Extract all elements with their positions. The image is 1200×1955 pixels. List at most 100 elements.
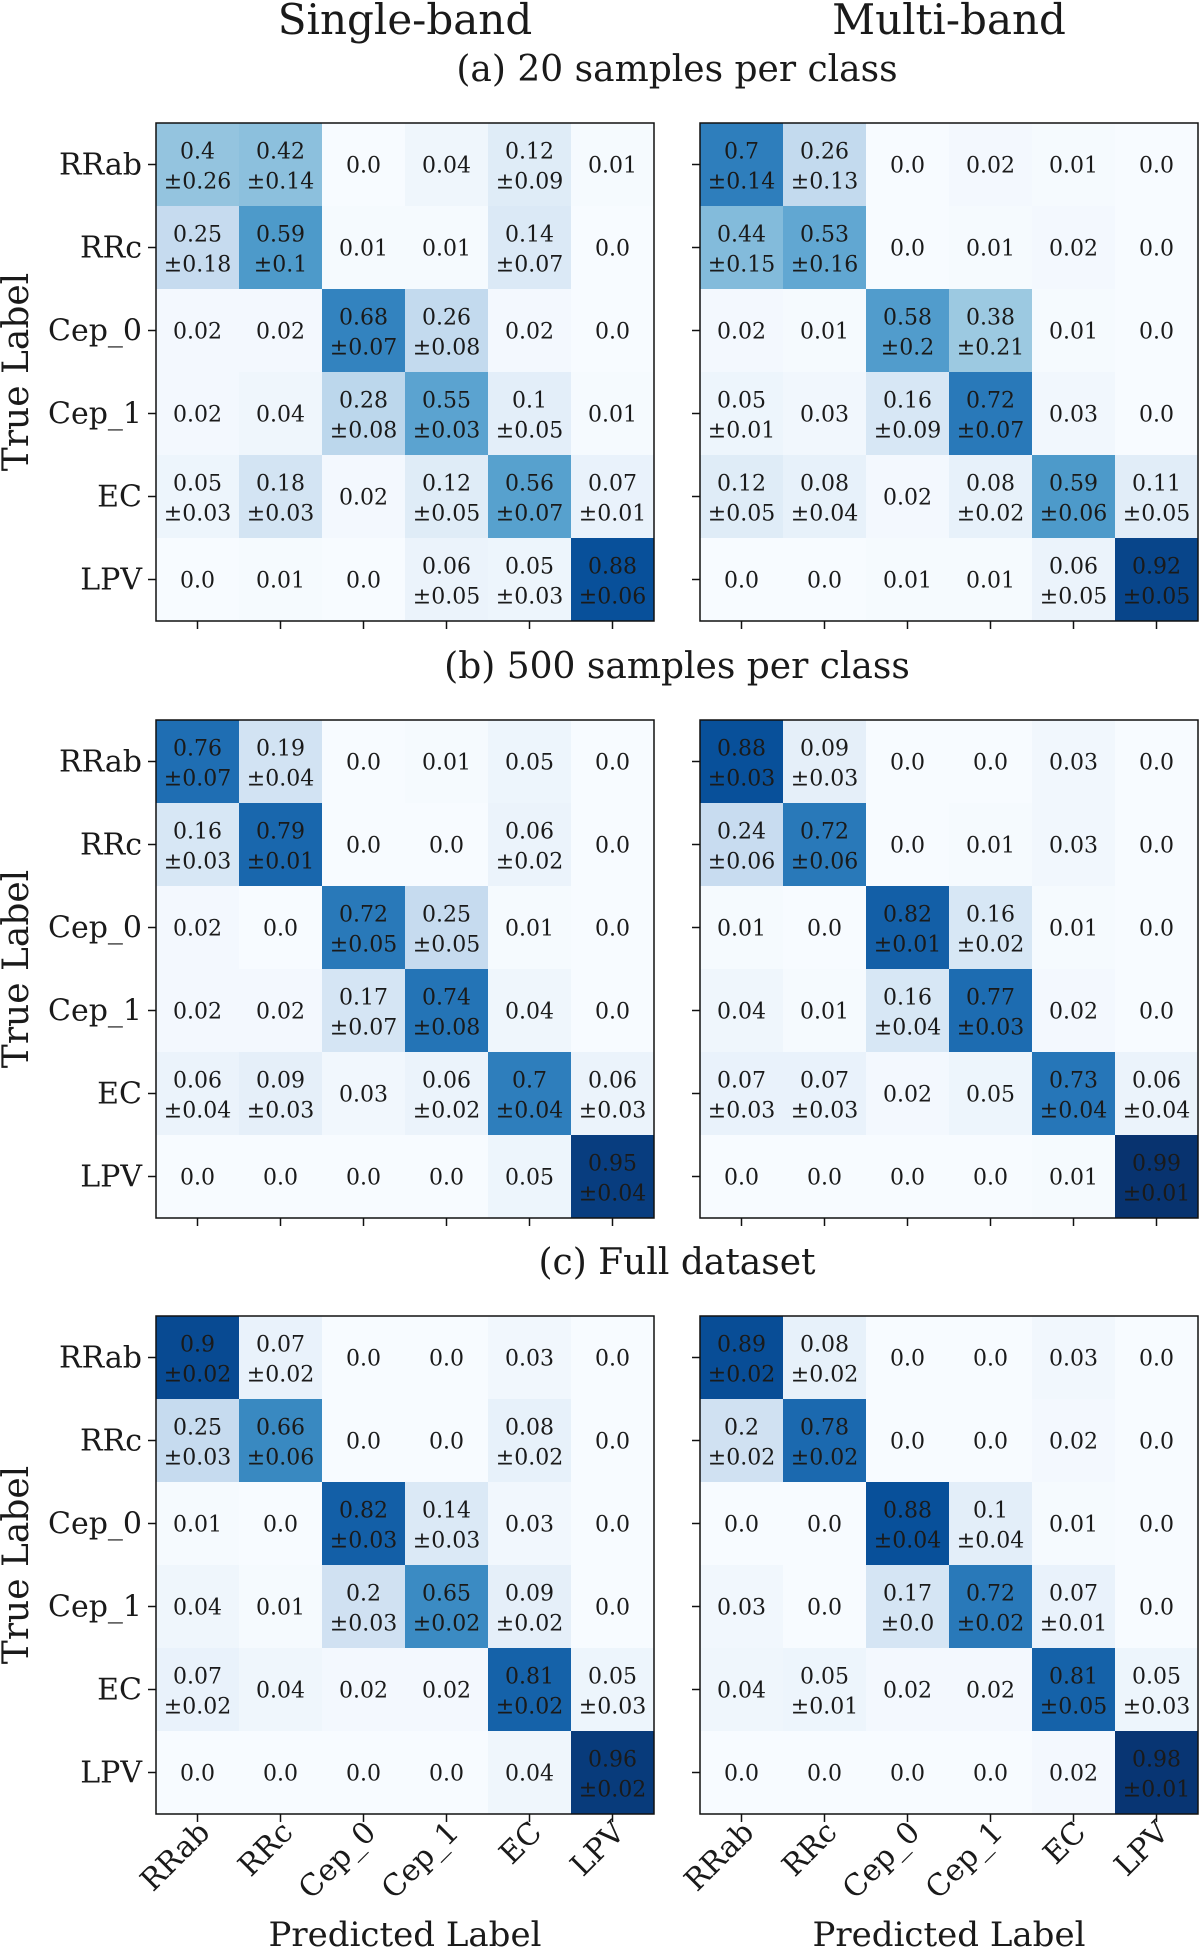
x-tick-label-multi-band-5: LPV (1108, 1814, 1177, 1883)
cell-2-multi-band-2-2 (866, 1482, 949, 1565)
cell-value-0-multi-band-0-2: 0.0 (890, 154, 925, 179)
cell-value-2-multi-band-5-0: 0.0 (724, 1762, 759, 1787)
cell-error-0-multi-band-4-4: ±0.06 (1040, 502, 1107, 527)
cell-error-1-single-band-4-3: ±0.02 (413, 1099, 480, 1124)
cell-value-2-multi-band-1-4: 0.02 (1049, 1430, 1098, 1455)
y-tick-label-0-0: RRab (59, 148, 142, 183)
cell-1-single-band-0-5 (571, 720, 654, 803)
cell-error-0-single-band-2-3: ±0.08 (413, 336, 480, 361)
cell-value-2-multi-band-4-4: 0.81 (1049, 1665, 1098, 1690)
cell-0-multi-band-1-0 (700, 206, 783, 289)
x-axis-label-multi-band: Predicted Label (813, 1915, 1086, 1955)
cell-value-1-multi-band-2-1: 0.0 (807, 917, 842, 942)
cell-value-1-single-band-4-3: 0.06 (422, 1069, 471, 1094)
cell-value-2-single-band-3-0: 0.04 (173, 1596, 222, 1621)
cell-error-2-multi-band-0-1: ±0.02 (791, 1363, 858, 1388)
cell-value-2-multi-band-3-5: 0.0 (1139, 1596, 1174, 1621)
cell-value-2-multi-band-1-5: 0.0 (1139, 1430, 1174, 1455)
cell-value-0-single-band-0-4: 0.12 (505, 140, 554, 165)
cell-value-0-single-band-4-0: 0.05 (173, 472, 222, 497)
cell-1-multi-band-0-1 (783, 720, 866, 803)
cell-value-1-single-band-0-1: 0.19 (256, 737, 305, 762)
cell-2-single-band-3-2 (322, 1565, 405, 1648)
cell-1-multi-band-0-0 (700, 720, 783, 803)
cell-value-2-single-band-3-2: 0.2 (346, 1582, 381, 1607)
x-tick-label-single-band-1: RRc (232, 1815, 301, 1884)
cell-2-multi-band-3-1 (783, 1565, 866, 1648)
cell-value-0-multi-band-5-0: 0.0 (724, 569, 759, 594)
cell-value-1-multi-band-5-3: 0.0 (973, 1166, 1008, 1191)
cell-1-single-band-3-2 (322, 969, 405, 1052)
section-title-0: (a) 20 samples per class (456, 49, 897, 90)
x-tick-label-multi-band-0: RRab (678, 1815, 761, 1898)
cell-error-1-single-band-2-3: ±0.05 (413, 933, 480, 958)
cell-0-single-band-5-2 (322, 538, 405, 621)
y-tick-label-1-2: Cep_0 (48, 911, 142, 946)
cell-value-0-multi-band-5-3: 0.01 (966, 569, 1015, 594)
cell-0-single-band-4-1 (239, 455, 322, 538)
cell-value-0-single-band-0-5: 0.01 (588, 154, 637, 179)
cell-2-multi-band-1-4 (1032, 1399, 1115, 1482)
cell-value-1-single-band-0-2: 0.0 (346, 751, 381, 776)
cell-0-multi-band-0-0 (700, 123, 783, 206)
cell-1-single-band-2-2 (322, 886, 405, 969)
cell-0-single-band-4-4 (488, 455, 571, 538)
cell-value-0-single-band-4-1: 0.18 (256, 472, 305, 497)
cell-1-single-band-5-2 (322, 1135, 405, 1218)
cell-value-1-multi-band-4-4: 0.73 (1049, 1069, 1098, 1094)
cell-2-single-band-2-5 (571, 1482, 654, 1565)
cell-2-single-band-4-1 (239, 1648, 322, 1731)
cell-value-0-single-band-5-0: 0.0 (180, 569, 215, 594)
cell-error-1-single-band-1-1: ±0.01 (247, 850, 314, 875)
cell-error-1-single-band-4-5: ±0.03 (579, 1099, 646, 1124)
cell-value-1-multi-band-3-0: 0.04 (717, 1000, 766, 1025)
cell-2-multi-band-2-1 (783, 1482, 866, 1565)
cell-value-1-single-band-5-2: 0.0 (346, 1166, 381, 1191)
cell-value-0-single-band-1-4: 0.14 (505, 223, 554, 248)
y-tick-label-0-4: EC (97, 480, 142, 515)
cell-0-single-band-5-5 (571, 538, 654, 621)
cell-value-1-multi-band-4-3: 0.05 (966, 1083, 1015, 1108)
cell-value-1-multi-band-3-2: 0.16 (883, 986, 932, 1011)
cell-1-single-band-1-5 (571, 803, 654, 886)
cell-1-single-band-1-2 (322, 803, 405, 886)
cell-error-0-multi-band-1-1: ±0.16 (791, 253, 858, 278)
cell-error-0-multi-band-4-1: ±0.04 (791, 502, 858, 527)
cell-value-2-multi-band-1-1: 0.78 (800, 1416, 849, 1441)
cell-2-multi-band-4-0 (700, 1648, 783, 1731)
cell-0-multi-band-5-4 (1032, 538, 1115, 621)
cell-0-single-band-0-5 (571, 123, 654, 206)
cell-0-multi-band-1-3 (949, 206, 1032, 289)
cell-error-0-single-band-1-4: ±0.07 (496, 253, 563, 278)
cell-error-2-multi-band-4-5: ±0.03 (1123, 1695, 1190, 1720)
cell-value-1-single-band-1-3: 0.0 (429, 834, 464, 859)
cell-0-single-band-1-3 (405, 206, 488, 289)
cell-value-1-single-band-3-1: 0.02 (256, 1000, 305, 1025)
cell-value-1-multi-band-5-5: 0.99 (1132, 1152, 1181, 1177)
cell-2-single-band-0-4 (488, 1316, 571, 1399)
section-title-2: (c) Full dataset (538, 1242, 816, 1283)
cell-error-1-multi-band-4-5: ±0.04 (1123, 1099, 1190, 1124)
cell-value-2-single-band-4-3: 0.02 (422, 1679, 471, 1704)
cell-2-single-band-3-1 (239, 1565, 322, 1648)
cell-1-multi-band-4-3 (949, 1052, 1032, 1135)
cell-0-multi-band-0-2 (866, 123, 949, 206)
cell-0-single-band-3-1 (239, 372, 322, 455)
cell-error-0-multi-band-3-0: ±0.01 (708, 419, 775, 444)
cell-value-0-multi-band-0-1: 0.26 (800, 140, 849, 165)
cell-0-multi-band-0-4 (1032, 123, 1115, 206)
cell-error-0-single-band-3-4: ±0.05 (496, 419, 563, 444)
cell-value-1-single-band-3-2: 0.17 (339, 986, 388, 1011)
cell-value-0-multi-band-5-1: 0.0 (807, 569, 842, 594)
cell-value-0-single-band-3-0: 0.02 (173, 403, 222, 428)
cell-0-single-band-5-4 (488, 538, 571, 621)
cell-1-multi-band-5-0 (700, 1135, 783, 1218)
cell-value-2-single-band-4-1: 0.04 (256, 1679, 305, 1704)
cell-value-0-single-band-2-2: 0.68 (339, 306, 388, 331)
cell-2-multi-band-5-3 (949, 1731, 1032, 1814)
cell-1-multi-band-3-5 (1115, 969, 1198, 1052)
cell-value-0-single-band-0-3: 0.04 (422, 154, 471, 179)
x-tick-label-multi-band-2: Cep_0 (836, 1815, 927, 1906)
y-tick-label-1-0: RRab (59, 745, 142, 780)
cell-1-multi-band-3-2 (866, 969, 949, 1052)
